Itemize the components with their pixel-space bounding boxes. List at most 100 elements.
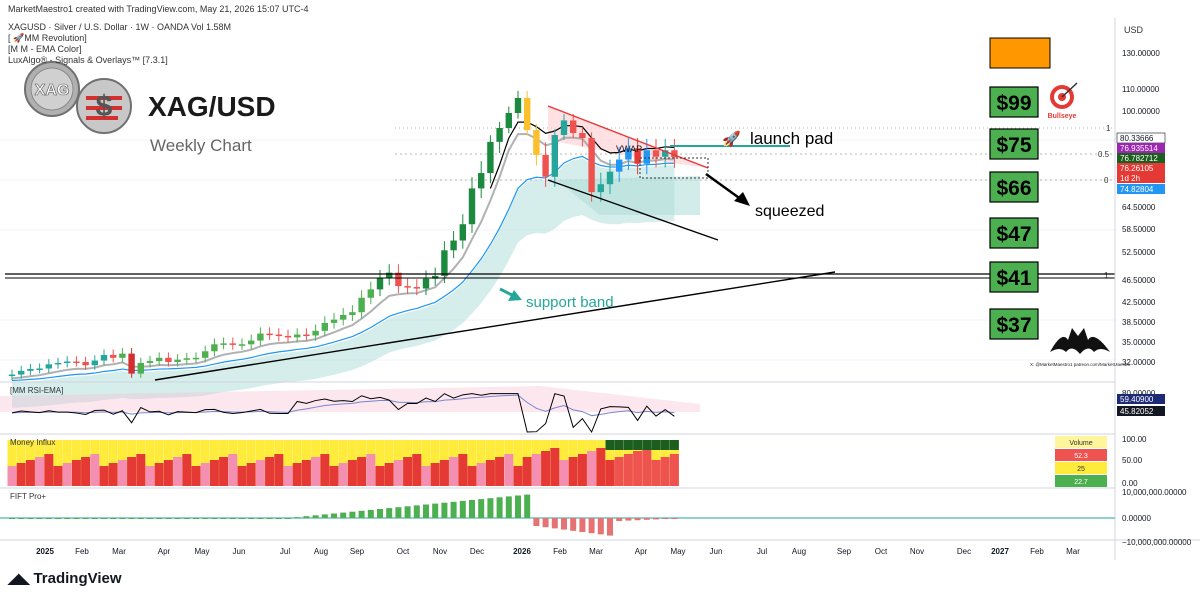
fift-scale-1: 0.00000 [1122, 514, 1151, 523]
candle-body-34 [321, 322, 328, 331]
candle-body-14 [137, 362, 144, 374]
price-tick-5: 52.50000 [1122, 248, 1156, 257]
money-bar-3 [35, 457, 45, 486]
indicator-1[interactable]: [ 🚀MM Revolution] [8, 33, 87, 43]
fift-bar-38 [358, 510, 365, 518]
money-green-bar-69 [642, 440, 652, 450]
money-green-bar-72 [669, 440, 679, 450]
fift-bar-34 [321, 514, 328, 518]
bullseye-label: Bullseye [1048, 113, 1077, 120]
candle-body-23 [220, 343, 227, 345]
fift-bar-68 [634, 518, 641, 521]
fift-bar-44 [413, 505, 420, 518]
candle-body-57 [533, 130, 540, 155]
fift-bar-43 [404, 506, 411, 518]
money-bar-56 [522, 457, 532, 486]
annotations: VWAP launch pad 🚀 squeezed support band [526, 129, 833, 311]
money-bg-bar-25 [237, 440, 247, 486]
ema-slow-line [11, 155, 675, 382]
time-tick-18: Jul [757, 547, 767, 556]
money-bar-34 [320, 454, 330, 486]
bullseye-icon: Bullseye [1048, 82, 1078, 120]
fift-bar-24 [229, 518, 236, 519]
rocket-icon: 🚀 [722, 130, 741, 148]
money-bar-13 [127, 457, 137, 486]
rsi-tag-0: 59.40900 [1117, 394, 1165, 404]
candle-body-69 [643, 150, 650, 164]
rsi-area [0, 386, 700, 412]
fift-bar-51 [478, 499, 485, 518]
price-tag-5: 74.82804 [1117, 184, 1165, 194]
svg-text:1d 2h: 1d 2h [1120, 174, 1140, 183]
candle-body-42 [395, 272, 402, 287]
candle-body-31 [294, 334, 301, 338]
fift-bar-35 [331, 513, 337, 518]
money-bar-21 [200, 463, 210, 486]
indicator-2[interactable]: [M M - EMA Color] [8, 44, 82, 54]
fift-bar-20 [193, 518, 199, 519]
candles [8, 90, 678, 381]
fift-bar-33 [312, 515, 319, 518]
candle-body-50 [468, 188, 476, 225]
money-bar-38 [357, 457, 367, 486]
svg-text:$99: $99 [996, 92, 1031, 115]
fift-bar-11 [110, 518, 117, 519]
money-bar-44 [412, 454, 422, 486]
fift-bar-4 [45, 518, 52, 519]
money-bar-35 [329, 466, 339, 486]
fift-bar-49 [459, 500, 466, 518]
candle-body-30 [284, 335, 292, 338]
fift-bar-1 [18, 518, 25, 519]
candle-body-65 [606, 171, 614, 185]
fift-bar-58 [542, 518, 549, 528]
money-green-bar-65 [605, 440, 615, 450]
svg-text:45.82052: 45.82052 [1120, 407, 1154, 416]
fift-bar-66 [616, 518, 623, 521]
fift-bar-3 [36, 518, 43, 519]
tradingview-logo[interactable]: ◢◣ TradingView [8, 570, 122, 587]
fift-bar-10 [101, 518, 107, 519]
header-symbol: XAGUSD · Silver / U.S. Dollar · 1W · OAN… [8, 22, 232, 32]
time-tick-20: Sep [837, 547, 852, 556]
candle-body-29 [275, 334, 282, 337]
svg-text:76.26105: 76.26105 [1120, 164, 1154, 173]
money-bar-23 [219, 457, 229, 486]
fift-bar-54 [505, 496, 512, 518]
money-bar-72 [669, 454, 679, 486]
price-tag-3: 76.26105 [1117, 163, 1165, 173]
money-bar-53 [495, 457, 505, 486]
candle-body-37 [349, 312, 356, 315]
squeezed-arrow-head [734, 192, 750, 206]
candle-body-6 [64, 361, 71, 364]
svg-text:76.782712: 76.782712 [1120, 154, 1158, 163]
fift-bar-55 [515, 495, 521, 518]
money-bar-37 [347, 460, 357, 486]
money-bg-bar-20 [191, 440, 201, 486]
fift-bar-32 [303, 516, 310, 518]
money-bar-61 [568, 457, 578, 486]
fib-label-0: 0 [1104, 176, 1109, 185]
money-scale-2: 0.00 [1122, 479, 1138, 488]
price-tick-0: 130.00000 [1122, 49, 1160, 58]
time-tick-4: May [194, 547, 209, 556]
candle-body-0 [8, 374, 16, 377]
money-bar-32 [301, 460, 311, 486]
candle-body-2 [27, 368, 34, 371]
logo-title: XAG/USD [148, 91, 276, 122]
money-bar-29 [274, 454, 284, 486]
target-99: $99 [989, 86, 1039, 118]
price-tick-3: 64.50000 [1122, 203, 1156, 212]
indicator-3[interactable]: LuxAlgo® - Signals & Overlays™ [7.3.1] [8, 55, 168, 65]
fift-bar-9 [91, 518, 98, 519]
candle-body-27 [257, 333, 264, 341]
candle-body-41 [386, 272, 393, 279]
money-bar-28 [265, 457, 275, 486]
candle-body-62 [579, 133, 586, 138]
fift-bar-15 [147, 518, 153, 519]
candle-body-19 [183, 358, 190, 360]
candle-body-40 [376, 278, 384, 290]
money-bar-59 [550, 448, 560, 486]
money-bar-22 [209, 460, 219, 486]
price-tag-0: 80.33666 [1116, 132, 1166, 144]
money-bg-bar-15 [145, 440, 155, 486]
